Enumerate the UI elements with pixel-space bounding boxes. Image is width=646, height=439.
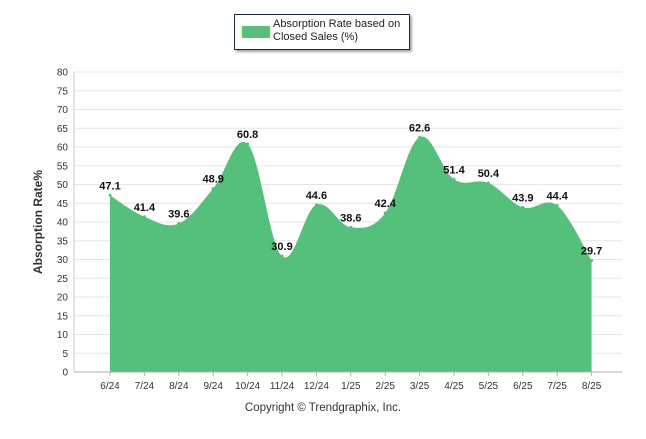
- y-tick-label: 20: [57, 293, 69, 304]
- data-point: [349, 225, 353, 229]
- data-point: [142, 215, 146, 219]
- data-label: 43.9: [512, 192, 533, 204]
- x-tick-label: 6/24: [100, 381, 120, 392]
- x-tick-label: 5/25: [479, 381, 499, 392]
- data-label: 44.4: [546, 191, 568, 203]
- x-tick-label: 7/25: [547, 381, 567, 392]
- data-label: 41.4: [134, 202, 156, 214]
- x-tick-label: 11/24: [270, 381, 295, 392]
- data-label: 39.6: [168, 209, 189, 221]
- copyright-text: Copyright © Trendgraphix, Inc.: [244, 402, 402, 414]
- data-point: [177, 222, 181, 225]
- x-tick-label: 12/24: [304, 381, 329, 392]
- y-tick-label: 50: [57, 180, 69, 191]
- data-point: [108, 193, 112, 197]
- data-point: [590, 259, 594, 263]
- area-series-fill: [110, 136, 592, 372]
- data-point: [521, 205, 525, 209]
- x-tick-label: 10/24: [235, 381, 260, 392]
- data-point: [314, 203, 318, 207]
- data-label: 29.7: [581, 246, 602, 258]
- legend-swatch: [242, 26, 270, 38]
- data-label: 60.8: [237, 129, 258, 141]
- x-tick-label: 8/24: [169, 381, 189, 392]
- x-tick-label: 6/25: [513, 381, 533, 392]
- data-label: 44.6: [306, 190, 327, 202]
- data-label: 48.9: [202, 174, 223, 186]
- x-tick-label: 2/25: [375, 381, 395, 392]
- chart-legend: Absorption Rate based on Closed Sales (%…: [234, 14, 410, 50]
- y-tick-label: 5: [62, 349, 68, 360]
- y-tick-label: 35: [57, 236, 69, 247]
- y-tick-label: 0: [62, 368, 68, 379]
- y-tick-label: 30: [57, 255, 69, 266]
- data-label: 50.4: [478, 168, 500, 180]
- data-label: 51.4: [443, 164, 465, 176]
- y-tick-label: 45: [57, 199, 69, 210]
- y-tick-label: 70: [57, 105, 69, 116]
- data-label: 47.1: [99, 180, 120, 192]
- data-point: [418, 135, 422, 139]
- data-point: [246, 142, 250, 146]
- y-tick-label: 25: [57, 274, 69, 285]
- y-tick-label: 55: [57, 161, 69, 172]
- data-point: [486, 181, 490, 185]
- legend-label: Absorption Rate based on Closed Sales (%…: [273, 18, 401, 43]
- y-tick-label: 15: [57, 311, 69, 322]
- data-point: [280, 254, 284, 258]
- data-label: 42.4: [374, 198, 396, 210]
- x-tick-label: 3/25: [410, 381, 430, 392]
- y-tick-label: 75: [57, 86, 69, 97]
- y-tick-label: 10: [57, 330, 69, 341]
- y-tick-label: 80: [57, 68, 69, 79]
- data-point: [383, 211, 387, 215]
- y-tick-label: 40: [57, 218, 69, 229]
- data-point: [555, 204, 559, 207]
- x-tick-label: 8/25: [582, 381, 602, 392]
- data-label: 38.6: [340, 212, 361, 224]
- x-tick-label: 1/25: [341, 381, 361, 392]
- y-tick-label: 60: [57, 143, 69, 154]
- data-point: [211, 187, 215, 191]
- x-tick-label: 7/24: [135, 381, 155, 392]
- y-axis-title: Absorption Rate%: [31, 170, 45, 274]
- data-point: [452, 177, 456, 181]
- data-label: 30.9: [271, 241, 292, 253]
- x-tick-label: 9/24: [203, 381, 223, 392]
- y-tick-label: 65: [57, 124, 69, 135]
- data-label: 62.6: [409, 122, 430, 134]
- x-tick-label: 4/25: [444, 381, 464, 392]
